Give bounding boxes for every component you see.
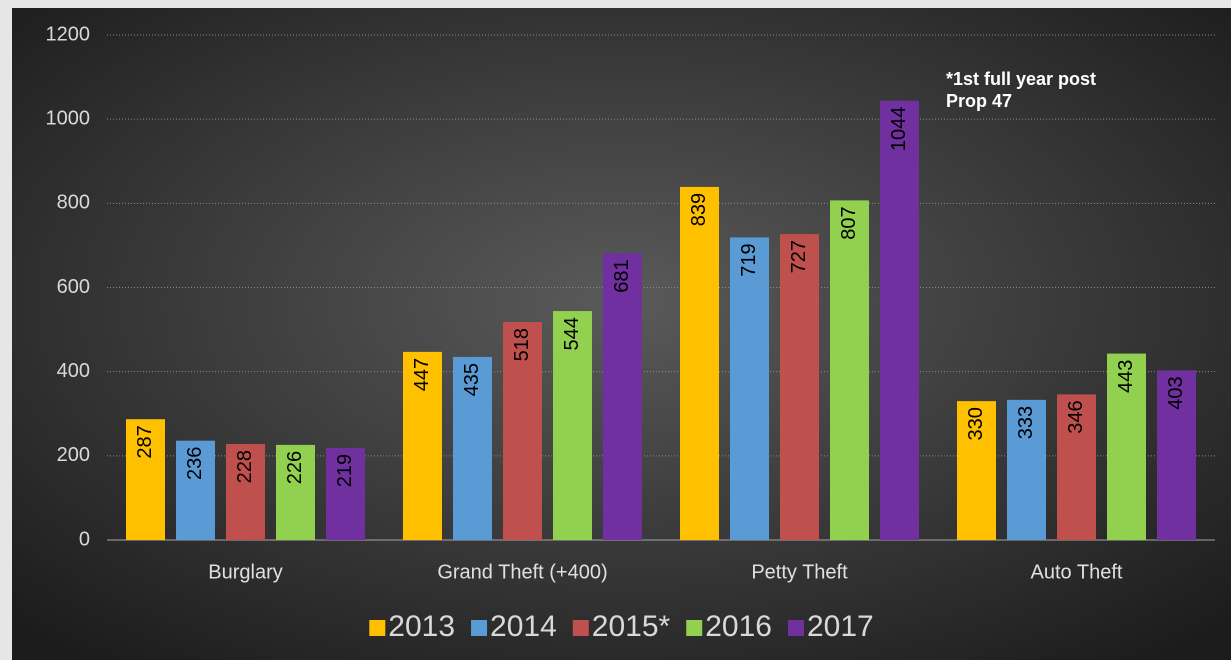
value-label: 333 (1015, 406, 1037, 439)
value-label: 403 (1165, 376, 1187, 409)
x-tick-label: Grand Theft (+400) (437, 561, 607, 583)
value-label: 544 (561, 317, 583, 350)
y-tick-label: 200 (57, 444, 90, 466)
legend-swatch (686, 620, 703, 636)
bar (880, 100, 919, 541)
legend-swatch (572, 620, 589, 636)
bar (603, 253, 642, 540)
value-label: 435 (461, 363, 483, 396)
value-label: 719 (738, 243, 760, 276)
y-tick-label: 0 (79, 528, 90, 550)
x-tick-label: Petty Theft (751, 561, 848, 583)
bar (226, 444, 265, 540)
bar (830, 200, 869, 540)
y-tick-label: 1000 (46, 107, 91, 129)
y-tick-label: 400 (57, 360, 90, 382)
bar (403, 351, 442, 540)
bar (957, 401, 996, 540)
legend-swatch (369, 620, 386, 636)
bar (126, 419, 165, 540)
bar (1007, 399, 1046, 540)
bar (326, 447, 365, 540)
value-label: 447 (411, 358, 433, 391)
bar (730, 237, 769, 540)
bar (453, 356, 492, 540)
value-label: 330 (965, 407, 987, 440)
bar (1057, 394, 1096, 540)
legend-label: 2016 (705, 610, 772, 643)
value-label: 219 (334, 454, 356, 487)
annotation: *1st full year post Prop 47 (946, 69, 1097, 111)
annotation-box: *1st full year post Prop 47 (946, 69, 1097, 111)
legend-label: 2013 (388, 610, 455, 643)
legend-swatch (471, 620, 488, 636)
bar (780, 234, 819, 540)
value-label: 346 (1065, 400, 1087, 433)
legend-label: 2015* (592, 610, 671, 643)
bar (680, 186, 719, 540)
value-label: 287 (134, 425, 156, 458)
value-label: 518 (511, 328, 533, 361)
bar (276, 444, 315, 540)
bar (503, 322, 542, 540)
legend-label: 2014 (490, 610, 557, 643)
x-tick-label: Burglary (208, 561, 282, 583)
bar (1107, 353, 1146, 540)
x-tick-label: Auto Theft (1031, 561, 1123, 583)
value-label: 226 (284, 451, 306, 484)
value-label: 681 (611, 259, 633, 292)
y-tick-label: 1200 (46, 23, 91, 45)
value-label: 839 (688, 193, 710, 226)
value-label: 236 (184, 447, 206, 480)
value-label: 1044 (888, 107, 910, 151)
value-label: 443 (1115, 360, 1137, 393)
legend-label: 2017 (807, 610, 874, 643)
bar (553, 311, 592, 540)
bar (176, 440, 215, 540)
y-tick-label: 600 (57, 276, 90, 298)
legend-swatch (787, 620, 804, 636)
y-tick-label: 800 (57, 192, 90, 214)
value-label: 727 (788, 240, 810, 273)
value-label: 807 (838, 206, 860, 239)
value-label: 228 (234, 450, 256, 483)
bar (1157, 370, 1196, 540)
